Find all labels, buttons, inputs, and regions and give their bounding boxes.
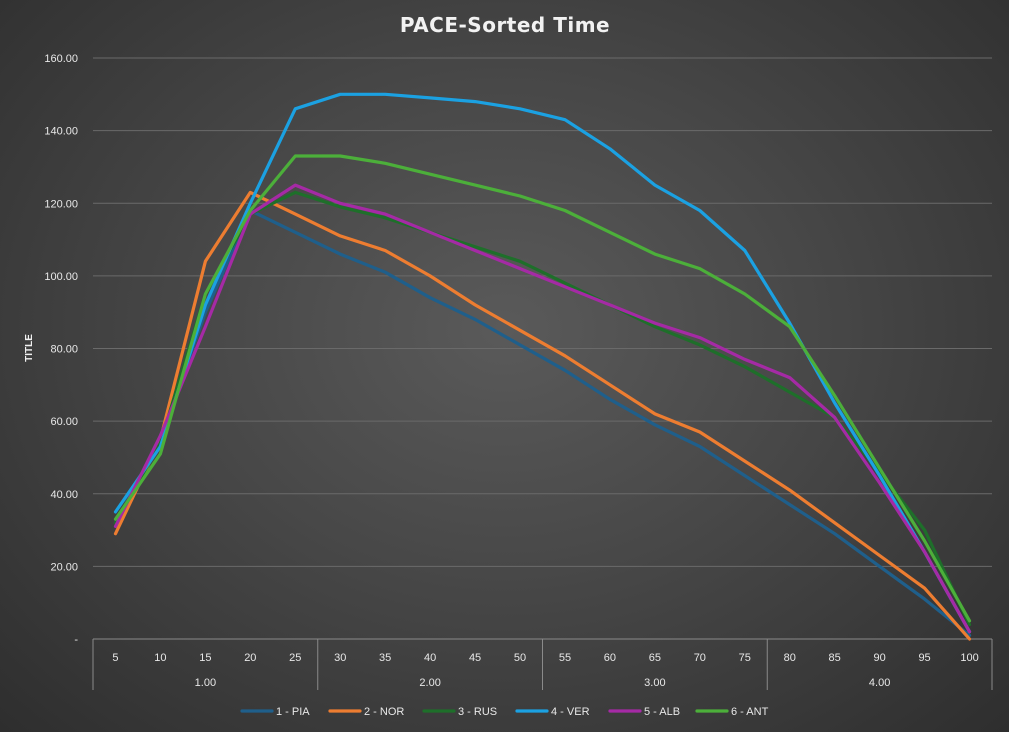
x-tick-label: 85 — [829, 652, 841, 664]
x-group-label: 1.00 — [195, 677, 216, 689]
x-tick-label: 55 — [559, 652, 571, 664]
y-tick-label: 100.00 — [44, 271, 78, 283]
x-tick-label: 25 — [289, 652, 301, 664]
x-tick-label: 45 — [469, 652, 481, 664]
x-tick-label: 65 — [649, 652, 661, 664]
legend-label: 4 - VER — [551, 706, 590, 718]
x-tick-label: 35 — [379, 652, 391, 664]
y-tick-label: 40.00 — [50, 489, 78, 501]
x-group-label: 2.00 — [419, 677, 440, 689]
legend-label: 1 - PIA — [276, 706, 310, 718]
x-group-label: 3.00 — [644, 677, 665, 689]
y-tick-label: 160.00 — [44, 53, 78, 65]
x-tick-label: 60 — [604, 652, 616, 664]
x-tick-label: 5 — [112, 652, 118, 664]
x-tick-label: 30 — [334, 652, 346, 664]
series-lines — [113, 92, 972, 641]
legend-label: 2 - NOR — [364, 706, 404, 718]
y-axis-label: TITLE — [24, 334, 35, 362]
x-tick-label: 70 — [694, 652, 706, 664]
x-tick-label: 10 — [154, 652, 166, 664]
x-group-label: 4.00 — [869, 677, 890, 689]
x-tick-label: 50 — [514, 652, 526, 664]
chart-title: PACE-Sorted Time — [400, 13, 610, 37]
x-tick-label: 80 — [784, 652, 796, 664]
y-tick-label: 80.00 — [50, 344, 78, 356]
y-tick-label: - — [74, 634, 78, 646]
series-line-nor — [113, 190, 972, 641]
x-tick-label: 15 — [199, 652, 211, 664]
series-line-pia — [113, 208, 972, 637]
series-line-alb — [113, 183, 972, 634]
y-axis-ticks: - 20.00 40.00 60.00 80.00 100.00 120.00 140.00 1… — [44, 53, 78, 646]
legend-label: 5 - ALB — [644, 706, 680, 718]
legend-label: 6 - ANT — [731, 706, 769, 718]
x-axis: 5 10 15 20 25 30 35 40 45 50 55 60 65 70 75 80 85 90 95 100… — [92, 639, 993, 690]
series-line-ver — [113, 92, 972, 634]
x-tick-label: 20 — [244, 652, 256, 664]
y-tick-label: 140.00 — [44, 126, 78, 138]
x-tick-label: 75 — [739, 652, 751, 664]
legend-label: 3 - RUS — [458, 706, 497, 718]
y-tick-label: 60.00 — [50, 416, 78, 428]
x-tick-label: 90 — [874, 652, 886, 664]
legend: 1 - PIA 2 - NOR 3 - RUS 4 - VER 5 - ALB 6 - A… — [240, 706, 769, 718]
y-tick-label: 120.00 — [44, 198, 78, 210]
x-tick-label: 100 — [960, 652, 978, 664]
x-tick-label: 95 — [918, 652, 930, 664]
y-tick-label: 20.00 — [50, 561, 78, 573]
x-tick-label: 40 — [424, 652, 436, 664]
series-line-ant — [113, 154, 972, 623]
